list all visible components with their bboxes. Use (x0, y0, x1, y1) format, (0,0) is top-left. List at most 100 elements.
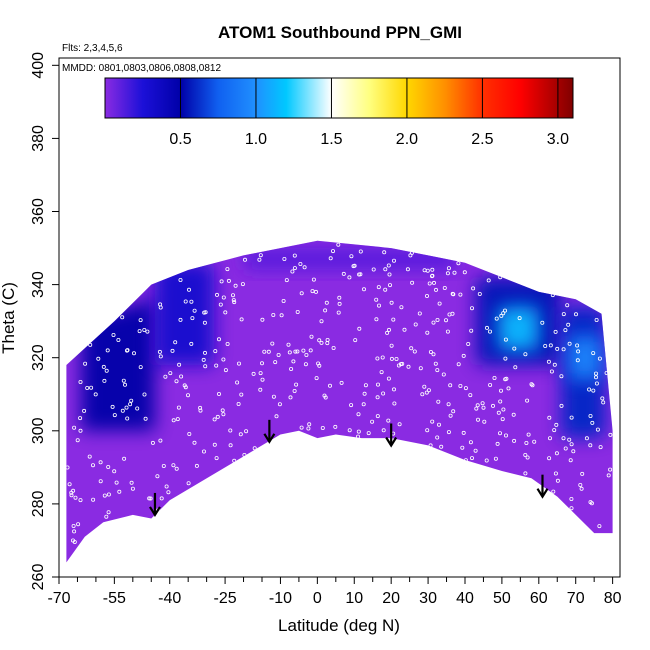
observation-point (361, 402, 366, 407)
tropopause-arrow (536, 474, 549, 499)
observation-point (523, 352, 528, 357)
observation-point (189, 341, 194, 346)
observation-point (473, 448, 478, 453)
observation-point (451, 292, 456, 297)
observation-point (568, 458, 573, 463)
observation-point (501, 407, 506, 412)
observation-point (594, 317, 599, 322)
observation-point (375, 414, 380, 419)
observation-point (481, 405, 486, 410)
observation-point (323, 308, 328, 313)
observation-point (425, 428, 430, 433)
observation-point (214, 363, 219, 368)
x-tick-label: -25 (214, 590, 237, 607)
observation-point (559, 374, 564, 379)
observation-point (410, 280, 415, 285)
observation-point (424, 293, 429, 298)
x-tick-label: 60 (530, 590, 548, 607)
observation-point (311, 277, 316, 282)
observation-point (71, 488, 76, 493)
observation-point (555, 478, 560, 483)
observation-point (258, 387, 263, 392)
observation-point (601, 400, 606, 405)
observation-point (412, 349, 417, 354)
observation-point (543, 343, 548, 348)
x-axis: -70 -55 -40 -25 -10 0 10 20 30 40 50 60 70 80 (47, 577, 622, 607)
observation-point (349, 403, 354, 408)
observation-point (484, 458, 489, 463)
observation-point (551, 489, 556, 494)
colorbar-tick-label: 1.0 (245, 131, 267, 148)
arrow-head (149, 506, 161, 518)
observation-point (513, 365, 518, 370)
observation-point (277, 402, 282, 407)
observation-point (316, 361, 321, 366)
x-tick-label: 10 (345, 590, 363, 607)
value-patch (243, 248, 458, 270)
observation-point (72, 540, 77, 545)
observation-point (239, 392, 244, 397)
observation-point (524, 440, 529, 445)
observation-point (78, 498, 83, 503)
arrow-head (536, 488, 549, 499)
colorbar-ticks: 0.5 1.0 1.5 2.0 2.5 3.0 (169, 78, 569, 148)
observation-point (477, 291, 482, 296)
observation-point (386, 263, 391, 268)
observation-point (450, 311, 455, 316)
observation-point (244, 429, 249, 434)
observation-point (78, 428, 83, 433)
y-tick-label: 260 (30, 564, 47, 591)
observation-point (475, 417, 480, 422)
observation-point (381, 428, 386, 433)
observation-point (445, 329, 450, 334)
observation-point (503, 337, 508, 342)
observation-point (216, 391, 221, 396)
observation-point (381, 391, 386, 396)
observation-point (399, 305, 404, 310)
observation-point (161, 463, 166, 468)
flights-label: Flts: 2,3,4,5,6 (62, 43, 123, 54)
observation-point (563, 446, 568, 451)
observation-point (347, 428, 352, 433)
observation-point (433, 361, 438, 366)
y-tick-label: 340 (30, 271, 47, 298)
observation-point (435, 368, 440, 373)
y-axis: 260 280 300 320 340 360 380 400 (30, 52, 59, 590)
observation-point (102, 378, 107, 383)
observation-point (498, 399, 503, 404)
observation-point (468, 440, 473, 445)
observation-point (352, 263, 357, 268)
observation-point (468, 393, 473, 398)
observation-point (284, 278, 289, 283)
observation-point (349, 254, 354, 259)
observation-point (456, 261, 461, 266)
observation-point (469, 328, 474, 333)
observation-point (394, 356, 399, 361)
observation-point (131, 351, 136, 356)
observation-point (239, 317, 244, 322)
observation-point (225, 341, 230, 346)
observation-point (271, 312, 276, 317)
observation-point (499, 313, 504, 318)
observation-point (218, 302, 223, 307)
observation-point (185, 393, 190, 398)
observation-point (341, 271, 346, 276)
observation-point (366, 431, 371, 436)
observation-point (88, 342, 93, 347)
observation-point (112, 413, 117, 418)
observation-point (202, 350, 207, 355)
observation-point (339, 380, 344, 385)
observation-point (232, 300, 237, 305)
observation-point (430, 419, 435, 424)
observation-point (175, 417, 180, 422)
observation-point (606, 473, 611, 478)
observation-point (105, 348, 110, 353)
observation-point (186, 481, 191, 486)
observation-point (116, 337, 121, 342)
observation-point (163, 374, 168, 379)
observation-point (317, 338, 322, 343)
observation-point (431, 320, 436, 325)
colorbar-tick-label: 2.0 (396, 131, 418, 148)
y-tick-label: 300 (30, 417, 47, 444)
observation-point (171, 418, 176, 423)
